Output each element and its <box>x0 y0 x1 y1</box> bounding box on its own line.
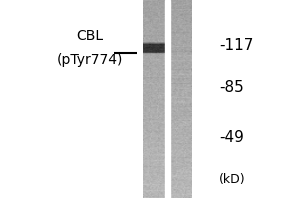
Text: (pTyr774): (pTyr774) <box>57 53 123 67</box>
Text: (kD): (kD) <box>219 173 246 186</box>
Text: -49: -49 <box>219 130 244 146</box>
Text: -85: -85 <box>219 80 244 95</box>
Bar <box>165 0 170 200</box>
Text: -117: -117 <box>219 38 254 53</box>
Text: CBL: CBL <box>76 29 103 43</box>
